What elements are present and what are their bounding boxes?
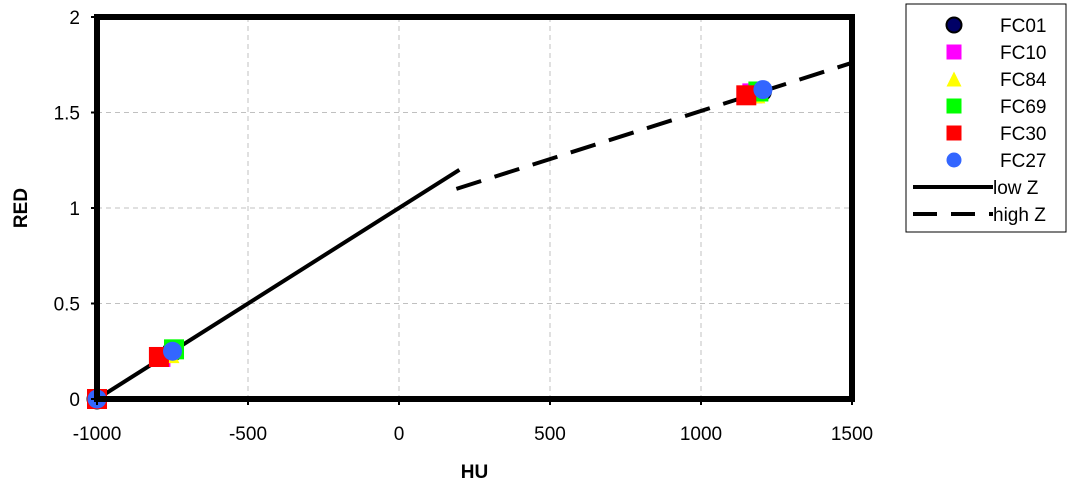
x-axis-ticks: -1000 -500 0 500 1000 1500 — [73, 399, 873, 445]
legend-label-fc30: FC30 — [1000, 124, 1046, 145]
x-tick-label: 1500 — [831, 424, 873, 445]
legend-label-high-z: high Z — [993, 205, 1046, 226]
legend-label-fc84: FC84 — [1000, 70, 1047, 91]
marker-fc27 — [163, 341, 182, 361]
fit-lines — [95, 60, 853, 401]
legend-marker-fc69 — [946, 98, 962, 114]
legend-label-fc10: FC10 — [1000, 43, 1046, 64]
legend-marker-fc27 — [946, 152, 962, 168]
data-markers — [86, 80, 773, 410]
y-axis-label: RED — [11, 188, 32, 228]
y-tick-label: 1.5 — [54, 104, 80, 125]
x-axis-label: HU — [461, 462, 488, 483]
y-axis-ticks: 0 0.5 1 1.5 2 — [54, 8, 97, 411]
legend: FC01 FC10 FC84 FC69 FC30 FC27 low Z high Z — [905, 3, 1067, 233]
x-tick-label: -500 — [229, 424, 267, 445]
x-tick-label: 500 — [534, 424, 566, 445]
legend-label-fc01: FC01 — [1000, 16, 1046, 37]
legend-label-low-z: low Z — [993, 178, 1039, 199]
y-tick-label: 0 — [69, 390, 80, 411]
y-tick-label: 1 — [69, 199, 80, 220]
marker-fc27 — [753, 80, 773, 100]
legend-marker-fc10 — [946, 44, 962, 60]
y-tick-label: 2 — [69, 8, 80, 29]
marker-fc30 — [736, 85, 757, 106]
legend-marker-fc30 — [946, 125, 962, 141]
legend-marker-fc84 — [946, 71, 962, 87]
line-high-z — [455, 60, 853, 191]
legend-label-fc69: FC69 — [1000, 97, 1046, 118]
x-tick-label: -1000 — [73, 424, 122, 445]
legend-box — [905, 3, 1067, 233]
x-tick-label: 0 — [394, 424, 405, 445]
legend-label-fc27: FC27 — [1000, 151, 1046, 172]
legend-marker-fc01 — [945, 16, 963, 34]
x-tick-label: 1000 — [680, 424, 722, 445]
y-tick-label: 0.5 — [54, 295, 80, 316]
grid-lines — [97, 17, 852, 399]
